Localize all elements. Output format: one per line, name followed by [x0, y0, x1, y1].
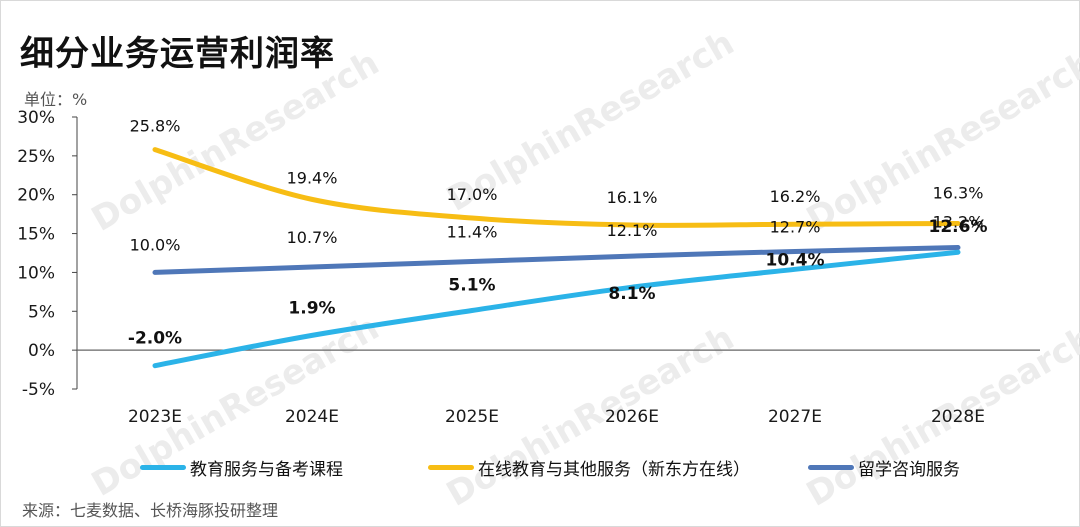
data-label: 10.4% [766, 250, 825, 270]
legend-swatch [428, 465, 474, 470]
series-line-2 [152, 245, 961, 275]
series-line-0 [152, 249, 961, 369]
y-tick-label: 15% [17, 225, 55, 245]
data-label: 8.1% [608, 284, 655, 304]
data-label: 12.7% [770, 217, 821, 236]
source-note: 来源：七麦数据、长桥海豚投研整理 [22, 501, 279, 520]
legend-label: 教育服务与备考课程 [190, 460, 343, 480]
axes: -5% 0% 5% 10% 15% 20% 25% 30% 2023E 2024E 2025E 202… [17, 108, 1040, 427]
y-tick-label: 5% [28, 302, 55, 322]
data-label: 13.2% [933, 213, 984, 232]
y-tick-label: 30% [17, 108, 55, 128]
y-tick-label: 0% [28, 341, 55, 361]
data-label: 16.1% [607, 188, 658, 207]
data-label: 25.8% [130, 117, 181, 136]
data-label: 10.0% [130, 235, 181, 254]
data-labels: -2.0% 1.9% 5.1% 8.1% 10.4% 12.6% 25.8% 19.4% 17.… [128, 117, 988, 349]
data-label: 10.7% [287, 228, 338, 247]
data-label: -2.0% [128, 329, 182, 349]
data-label: 5.1% [448, 276, 495, 296]
y-tick-label: 25% [17, 147, 55, 167]
legend-item-online: 在线教育与其他服务（新东方在线） [428, 455, 750, 480]
data-label: 17.0% [447, 185, 498, 204]
data-label: 16.3% [933, 183, 984, 202]
data-label: 16.2% [770, 187, 821, 206]
legend: 教育服务与备考课程 在线教育与其他服务（新东方在线） 留学咨询服务 [0, 455, 1080, 480]
y-tick-label: 20% [17, 186, 55, 206]
x-tick-label: 2027E [768, 407, 822, 427]
chart-title: 细分业务运营利润率 [20, 34, 335, 74]
y-tick-label: 10% [17, 263, 55, 283]
legend-item-overseas: 留学咨询服务 [808, 455, 960, 480]
x-tick-label: 2026E [605, 407, 659, 427]
legend-swatch [808, 465, 854, 470]
series-line-1 [152, 147, 961, 228]
series-lines [152, 147, 961, 369]
x-tick-label: 2023E [128, 407, 182, 427]
x-tick-label: 2025E [445, 407, 499, 427]
y-tick-label: -5% [22, 380, 55, 400]
x-tick-label: 2024E [285, 407, 339, 427]
unit-label: 单位：% [24, 90, 88, 109]
data-label: 12.1% [607, 221, 658, 240]
data-label: 12.6% [929, 217, 988, 237]
legend-label: 在线教育与其他服务（新东方在线） [478, 460, 750, 480]
legend-swatch [140, 465, 186, 470]
data-label: 11.4% [447, 223, 498, 242]
x-tick-label: 2028E [931, 407, 985, 427]
data-label: 19.4% [287, 168, 338, 187]
legend-item-education: 教育服务与备考课程 [140, 455, 343, 480]
data-label: 1.9% [288, 298, 335, 318]
legend-label: 留学咨询服务 [858, 460, 960, 480]
